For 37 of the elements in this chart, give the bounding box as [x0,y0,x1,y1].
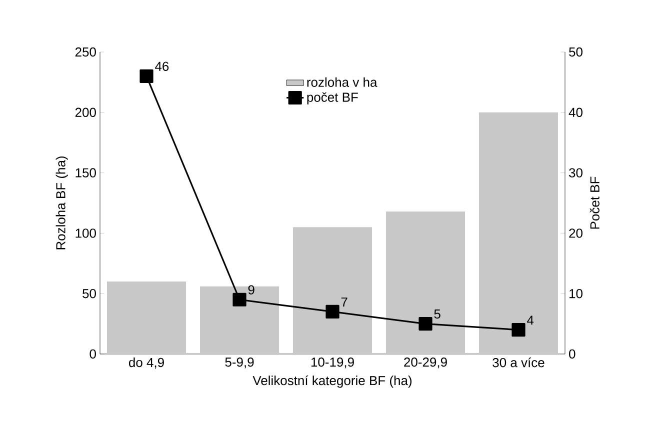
x-tick-label: 5-9,9 [225,358,254,368]
y-axis-title: Rozloha BF (ha) [56,156,68,250]
point [512,323,526,337]
legend-label: počet BF [307,92,358,104]
point [140,69,154,83]
y-tick-label: 0 [90,349,96,359]
point [232,292,246,306]
bar [478,112,558,354]
y-tick-label: 200 [75,108,96,117]
data-label: 4 [526,316,534,325]
y2-tick-label: 30 [569,168,582,178]
x-tick-label: 20-29,9 [404,358,447,368]
x-tick-label: 10-19,9 [311,358,354,368]
legend-label: rozloha v ha [307,77,378,87]
y-tick-label: 250 [75,47,96,57]
x-axis-title: Velikostní kategorie BF (ha) [252,375,412,388]
point [326,304,340,319]
point [418,316,432,331]
y2-tick-label: 0 [569,349,576,359]
x-tick-label: 30 a více [492,358,544,368]
x-tick-label: do 4,9 [128,358,164,369]
bar [292,227,372,354]
y2-axis-title: Počet BF [590,176,600,229]
y-tick-label: 50 [82,288,96,298]
y-tick-label: 150 [76,168,96,178]
y2-tick-label: 40 [568,108,582,117]
bar [200,286,280,354]
data-label: 9 [248,285,254,294]
y2-tick-label: 20 [569,228,582,238]
data-label: 5 [434,310,440,319]
data-label: 46 [155,62,169,71]
y2-tick-label: 10 [570,288,582,298]
bar [106,282,186,354]
bar [386,211,466,354]
y2-tick-label: 50 [569,47,582,57]
data-label: 7 [341,298,348,307]
y-tick-label: 100 [76,228,96,238]
